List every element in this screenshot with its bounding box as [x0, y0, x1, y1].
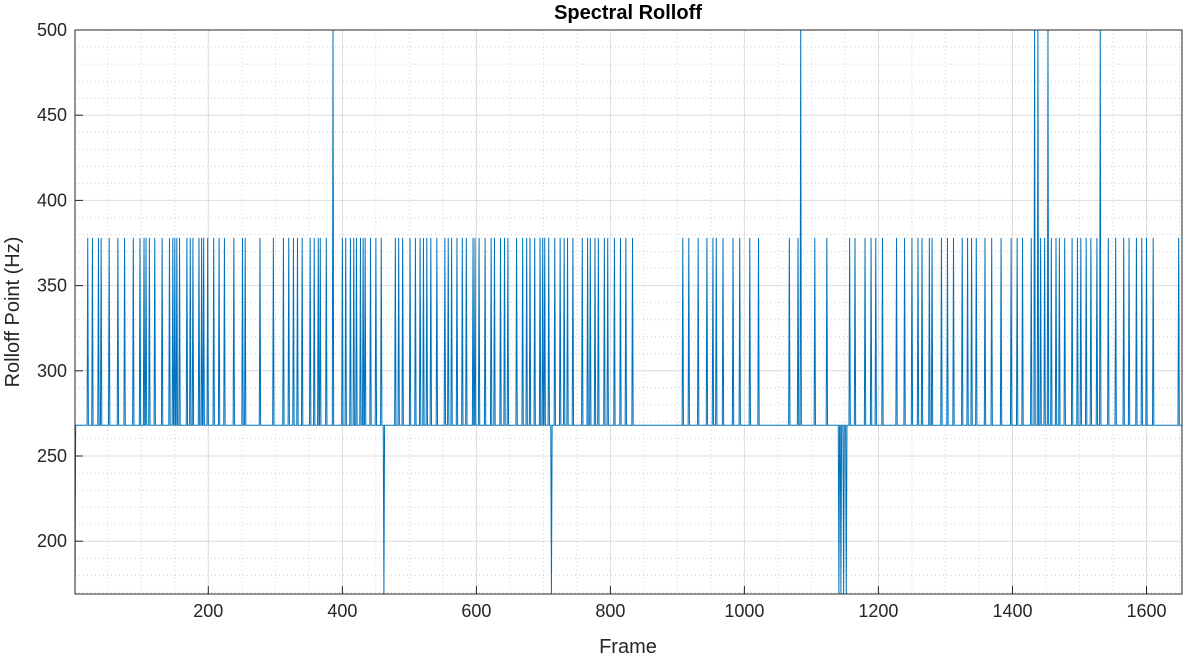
- y-tick-label: 250: [37, 446, 67, 466]
- y-tick-label: 300: [37, 361, 67, 381]
- y-tick-label: 450: [37, 105, 67, 125]
- plot-frame: [74, 29, 1183, 595]
- x-tick-label: 200: [193, 601, 223, 621]
- x-tick-label: 1000: [724, 601, 764, 621]
- y-tick-label: 200: [37, 531, 67, 551]
- x-tick-label: 600: [461, 601, 491, 621]
- x-axis-ticks: 200 400 600 800 1000 1200 1400 1600: [193, 586, 1167, 621]
- x-tick-label: 1600: [1126, 601, 1166, 621]
- plot-area: [75, 30, 1182, 594]
- x-tick-label: 800: [595, 601, 625, 621]
- series-group: [74, 29, 1182, 595]
- x-tick-label: 1400: [992, 601, 1032, 621]
- y-axis-label: Rolloff Point (Hz): [2, 237, 24, 388]
- chart-title: Spectral Rolloff: [554, 2, 702, 24]
- y-tick-label: 500: [37, 20, 67, 40]
- y-tick-label: 350: [37, 276, 67, 296]
- x-tick-label: 400: [327, 601, 357, 621]
- rolloff-series-line: [74, 29, 1182, 595]
- x-axis-label: Frame: [599, 636, 657, 657]
- major-grid: [75, 29, 1182, 594]
- y-tick-label: 400: [37, 190, 67, 210]
- x-tick-label: 1200: [858, 601, 898, 621]
- y-axis-ticks: 200 250 300 350 400 450 500: [37, 20, 83, 551]
